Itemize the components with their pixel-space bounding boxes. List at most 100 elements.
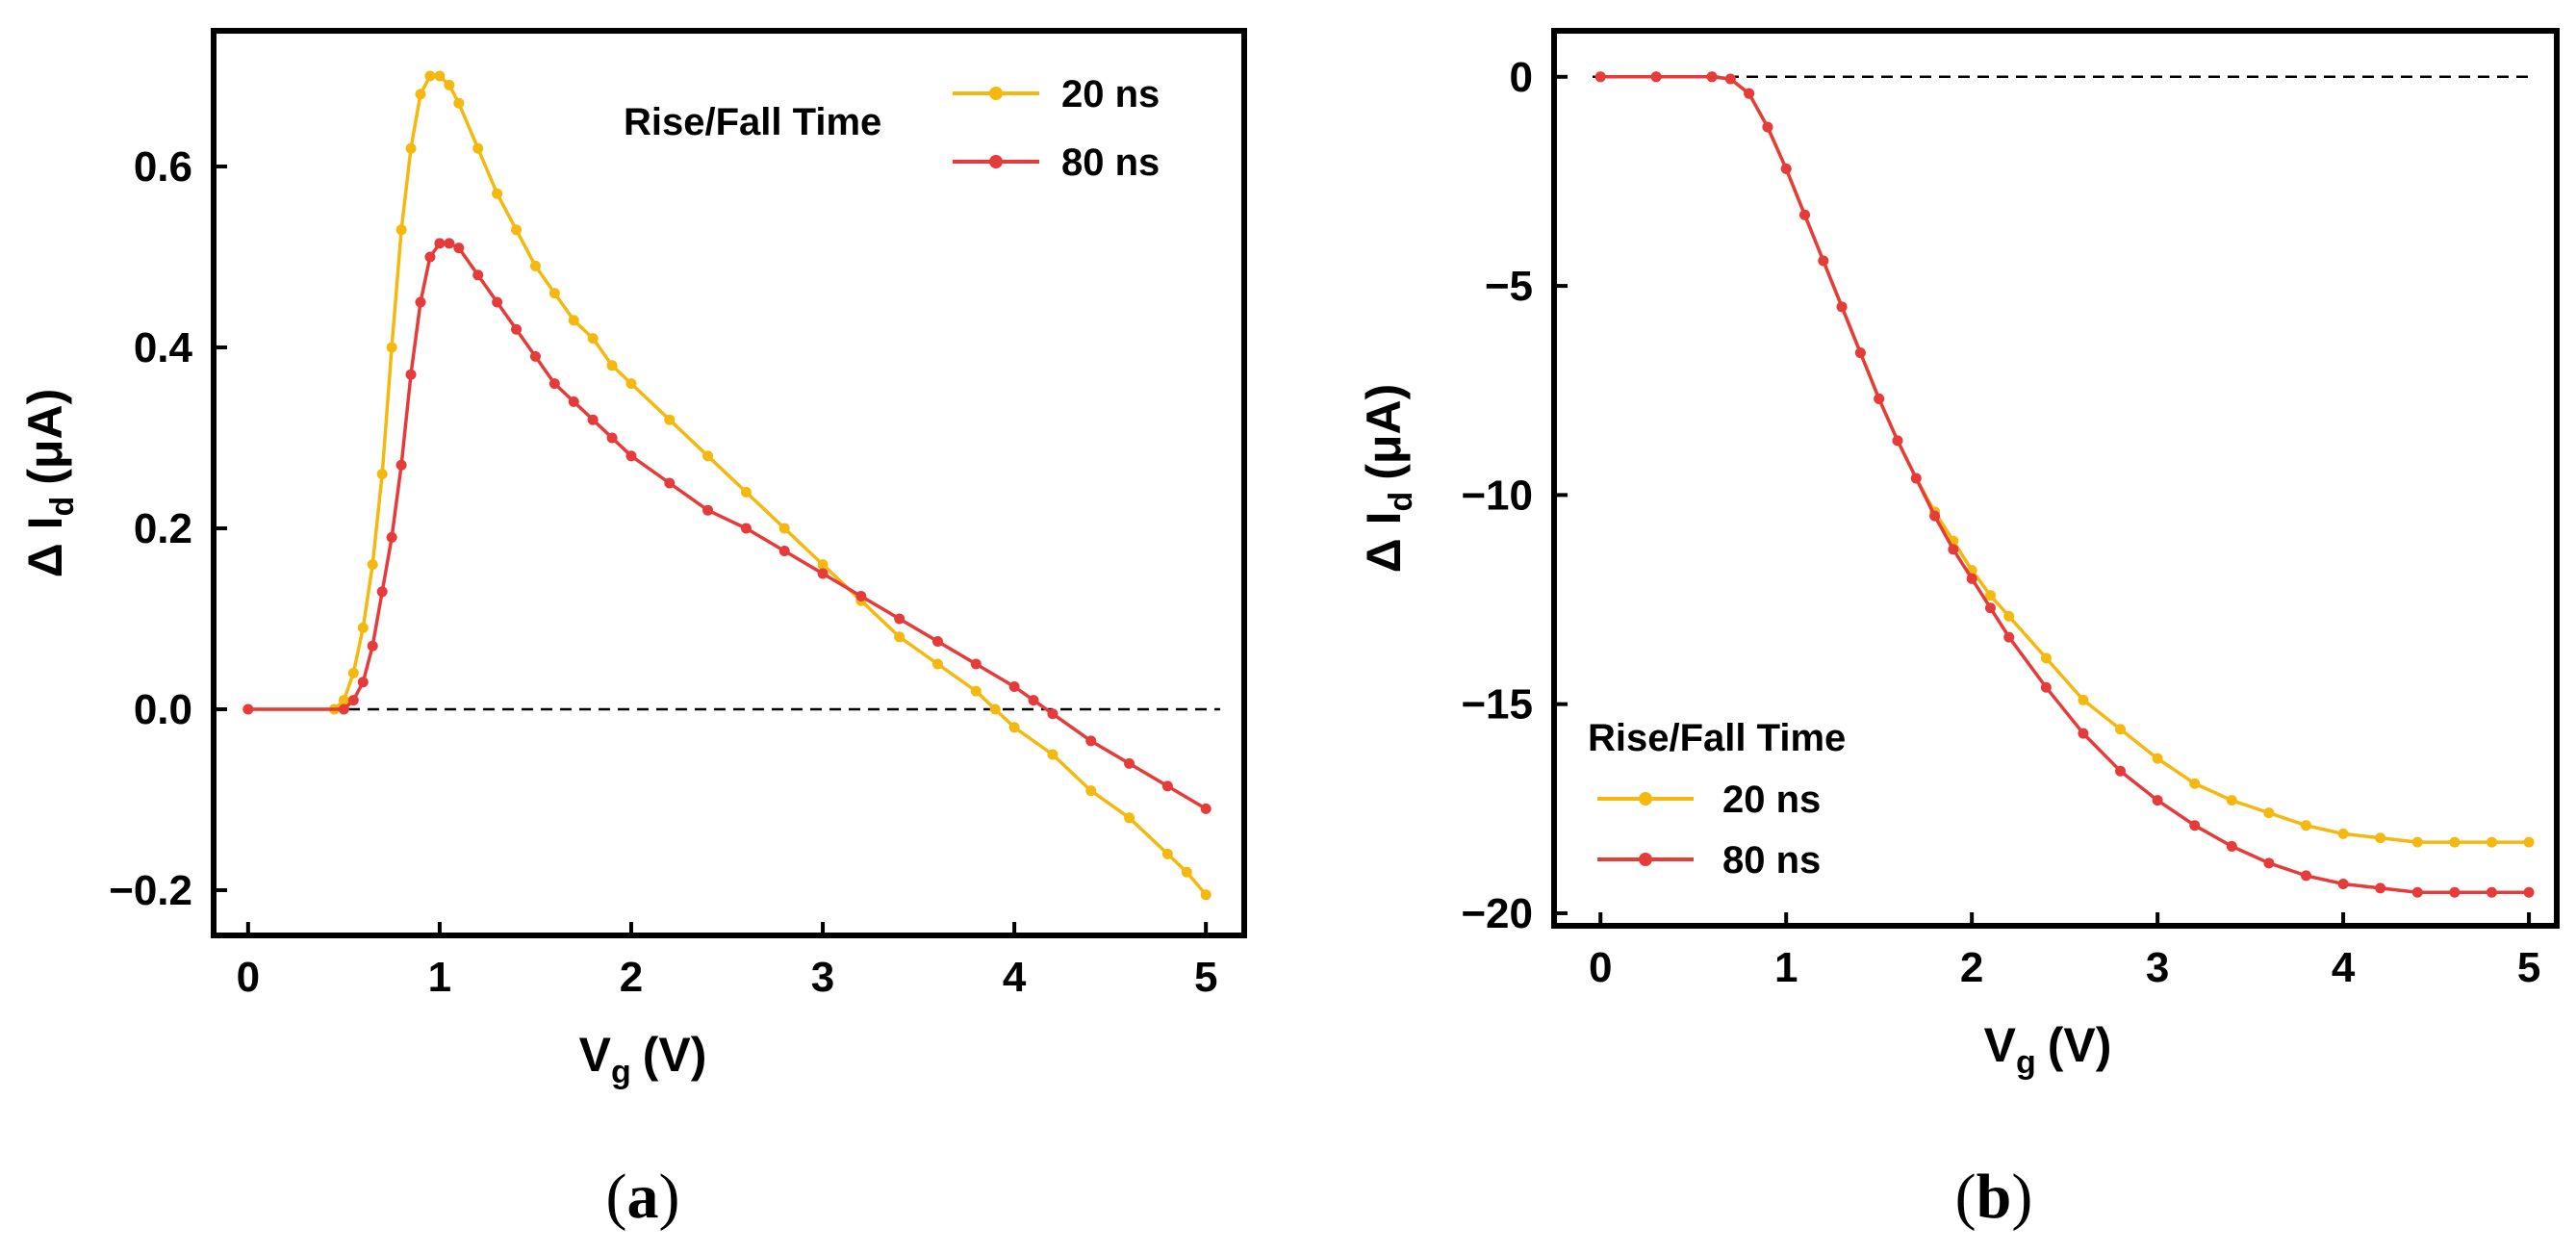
y-tick-label: 0.0 bbox=[134, 686, 192, 733]
data-point bbox=[2226, 795, 2237, 806]
y-tick-label: 0.2 bbox=[134, 505, 192, 552]
data-point bbox=[568, 315, 579, 326]
data-point bbox=[2189, 820, 2201, 831]
x-tick-label: 0 bbox=[1589, 944, 1612, 991]
data-point bbox=[2411, 886, 2423, 898]
data-point bbox=[1650, 71, 1662, 83]
data-point bbox=[970, 658, 982, 670]
data-point bbox=[931, 658, 943, 670]
data-point bbox=[415, 89, 426, 100]
data-point bbox=[989, 703, 1001, 715]
y-tick-label: −20 bbox=[1461, 890, 1533, 937]
series-line bbox=[1600, 75, 2530, 894]
data-point bbox=[472, 142, 484, 154]
data-point bbox=[2449, 836, 2461, 848]
data-point bbox=[2375, 832, 2386, 844]
x-tick-label: 1 bbox=[428, 954, 451, 1001]
data-point bbox=[1047, 708, 1058, 720]
y-axis-symbol: Δ I bbox=[1357, 512, 1411, 574]
data-point bbox=[2411, 836, 2423, 848]
x-axis-label: Vg (V) bbox=[579, 1028, 707, 1090]
data-point bbox=[2115, 724, 2127, 735]
data-point bbox=[894, 613, 905, 625]
data-point bbox=[1124, 812, 1135, 824]
data-point bbox=[2301, 820, 2311, 831]
panel-label-close: ) bbox=[659, 1162, 680, 1232]
data-point bbox=[415, 296, 426, 308]
y-tick-label: 0.4 bbox=[134, 324, 193, 371]
data-point bbox=[511, 224, 523, 236]
data-point bbox=[606, 432, 618, 444]
data-point bbox=[702, 504, 714, 516]
data-point bbox=[1892, 435, 1903, 447]
data-point bbox=[492, 188, 503, 199]
data-point bbox=[357, 677, 369, 688]
y-tick-label: −5 bbox=[1485, 263, 1533, 310]
data-point bbox=[347, 695, 359, 706]
data-point bbox=[1818, 255, 1829, 267]
x-tick-label: 1 bbox=[1774, 944, 1798, 991]
data-point bbox=[2337, 828, 2349, 839]
data-point bbox=[740, 523, 752, 534]
data-point bbox=[587, 414, 599, 425]
data-point bbox=[1984, 602, 1996, 614]
series-line bbox=[247, 74, 1208, 896]
data-point bbox=[778, 546, 790, 556]
data-point bbox=[1966, 573, 1977, 584]
data-point bbox=[1929, 510, 1941, 522]
x-axis-unit: (V) bbox=[2048, 1018, 2112, 1072]
data-point bbox=[587, 333, 599, 345]
x-tick-label: 3 bbox=[2146, 944, 2169, 991]
x-axis-subscript: g bbox=[2016, 1044, 2036, 1081]
data-point bbox=[2375, 882, 2386, 894]
data-point bbox=[778, 523, 790, 534]
plot-frame bbox=[211, 28, 1247, 938]
y-axis-label: Δ Id (μA) bbox=[1357, 384, 1419, 574]
data-point bbox=[2226, 840, 2237, 852]
data-point bbox=[2040, 652, 2052, 664]
legend-swatch-marker bbox=[1639, 853, 1652, 866]
data-point bbox=[529, 260, 541, 271]
data-point bbox=[2003, 631, 2015, 643]
legend-entry-label: 20 ns bbox=[1061, 73, 1160, 115]
panel-label-letter: a bbox=[627, 1162, 659, 1232]
data-point bbox=[2152, 795, 2163, 806]
data-point bbox=[2486, 886, 2497, 898]
data-point bbox=[548, 288, 560, 299]
data-point bbox=[405, 369, 417, 380]
x-tick-label: 5 bbox=[2517, 944, 2540, 991]
data-point bbox=[1836, 301, 1848, 313]
data-point bbox=[1984, 590, 1996, 601]
x-axis-symbol: V bbox=[1984, 1018, 2017, 1072]
data-point bbox=[444, 238, 455, 249]
data-point bbox=[453, 97, 465, 109]
data-point bbox=[529, 350, 541, 362]
legend-entry-label: 20 ns bbox=[1722, 779, 1821, 821]
data-point bbox=[1724, 73, 1736, 85]
data-point bbox=[424, 251, 436, 263]
data-point bbox=[338, 703, 349, 715]
data-point bbox=[2040, 681, 2052, 693]
data-point bbox=[2078, 694, 2089, 705]
data-point bbox=[2152, 753, 2163, 764]
series-20-ns bbox=[242, 70, 1211, 901]
y-axis-unit: (μA) bbox=[1357, 384, 1411, 480]
data-point bbox=[1047, 749, 1058, 760]
data-point bbox=[434, 238, 446, 249]
x-axis-unit: (V) bbox=[643, 1028, 707, 1082]
data-point bbox=[444, 79, 455, 90]
data-point bbox=[1161, 780, 1173, 792]
chart-panel-a: 0 1 2 3 4 5 −0.2 0.0 0.2 0.4 0.6 Vg (V) Δ Id (μA) Rise/… bbox=[18, 28, 1247, 1232]
panel-label-open: ( bbox=[1955, 1162, 1977, 1232]
series-80-ns bbox=[1594, 71, 2535, 898]
data-point bbox=[817, 568, 829, 579]
x-tick-label: 3 bbox=[811, 954, 834, 1001]
data-point bbox=[2523, 836, 2535, 848]
data-point bbox=[2263, 857, 2275, 869]
data-point bbox=[2189, 778, 2201, 789]
data-point bbox=[386, 342, 397, 353]
panel-label-letter: b bbox=[1977, 1162, 2012, 1232]
data-point bbox=[1780, 163, 1792, 174]
legend-title: Rise/Fall Time bbox=[624, 101, 881, 143]
